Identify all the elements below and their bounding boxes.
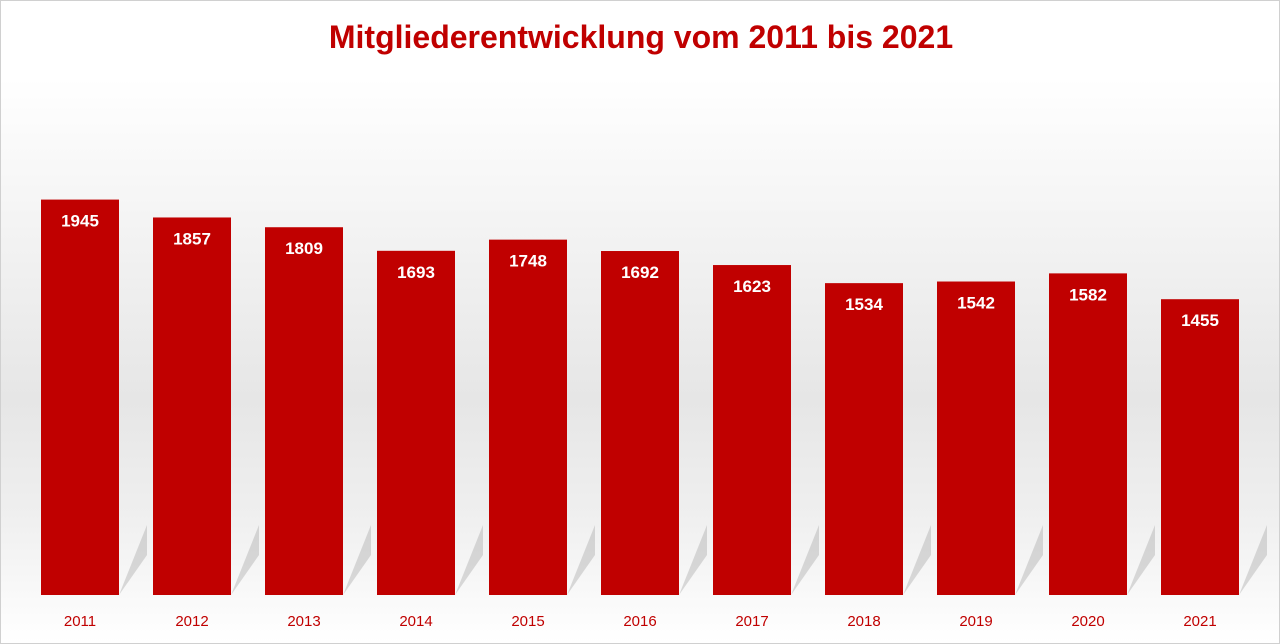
bar-2018 bbox=[825, 283, 903, 595]
bar-2012 bbox=[153, 217, 231, 595]
value-label-2019: 1542 bbox=[957, 294, 995, 313]
bar-2020 bbox=[1049, 273, 1127, 595]
bars bbox=[41, 199, 1239, 596]
bar-shadow bbox=[791, 525, 819, 595]
value-label-2014: 1693 bbox=[397, 263, 435, 282]
value-label-2018: 1534 bbox=[845, 295, 883, 314]
value-label-2011: 1945 bbox=[61, 212, 99, 231]
value-label-2017: 1623 bbox=[733, 277, 771, 296]
bar-2016 bbox=[601, 251, 679, 595]
x-tick-label-2019: 2019 bbox=[959, 613, 992, 630]
value-label-2015: 1748 bbox=[509, 252, 547, 271]
bar-shadow bbox=[1127, 525, 1155, 595]
bar-shadow bbox=[679, 525, 707, 595]
value-labels: 1945 1857 1809 1693 1748 1692 1623 1534 1542 1582… bbox=[61, 212, 1219, 331]
bar-2011 bbox=[41, 199, 119, 596]
bar-shadow bbox=[567, 525, 595, 595]
x-tick-label-2017: 2017 bbox=[735, 613, 768, 630]
bar-shadow bbox=[1239, 525, 1267, 595]
bar-shadows bbox=[119, 525, 1267, 595]
bar-2019 bbox=[937, 281, 1015, 595]
value-label-2020: 1582 bbox=[1069, 285, 1107, 304]
bar-2014 bbox=[377, 250, 455, 595]
bar-2021 bbox=[1161, 299, 1239, 595]
x-tick-label-2014: 2014 bbox=[399, 613, 432, 630]
value-label-2012: 1857 bbox=[173, 229, 211, 248]
x-tick-label-2012: 2012 bbox=[175, 613, 208, 630]
x-tick-label-2013: 2013 bbox=[287, 613, 320, 630]
value-label-2016: 1692 bbox=[621, 263, 659, 282]
x-tick-label-2021: 2021 bbox=[1183, 613, 1216, 630]
x-tick-label-2020: 2020 bbox=[1071, 613, 1104, 630]
x-tick-label-2018: 2018 bbox=[847, 613, 880, 630]
value-label-2021: 1455 bbox=[1181, 311, 1219, 330]
x-tick-labels: 2011 2012 2013 2014 2015 2016 2017 2018 2019 2020… bbox=[64, 613, 1217, 630]
bar-shadow bbox=[903, 525, 931, 595]
bar-2015 bbox=[489, 239, 567, 596]
value-label-2013: 1809 bbox=[285, 239, 323, 258]
bar-shadow bbox=[343, 525, 371, 595]
x-tick-label-2011: 2011 bbox=[64, 613, 96, 630]
x-tick-label-2016: 2016 bbox=[623, 613, 656, 630]
bar-shadow bbox=[119, 525, 147, 595]
x-tick-label-2015: 2015 bbox=[511, 613, 544, 630]
bar-shadow bbox=[1015, 525, 1043, 595]
chart-title: Mitgliederentwicklung vom 2011 bis 2021 bbox=[328, 19, 954, 55]
bar-shadow bbox=[455, 525, 483, 595]
bar-2017 bbox=[713, 265, 791, 595]
bar-shadow bbox=[231, 525, 259, 595]
bar-2013 bbox=[265, 227, 343, 596]
